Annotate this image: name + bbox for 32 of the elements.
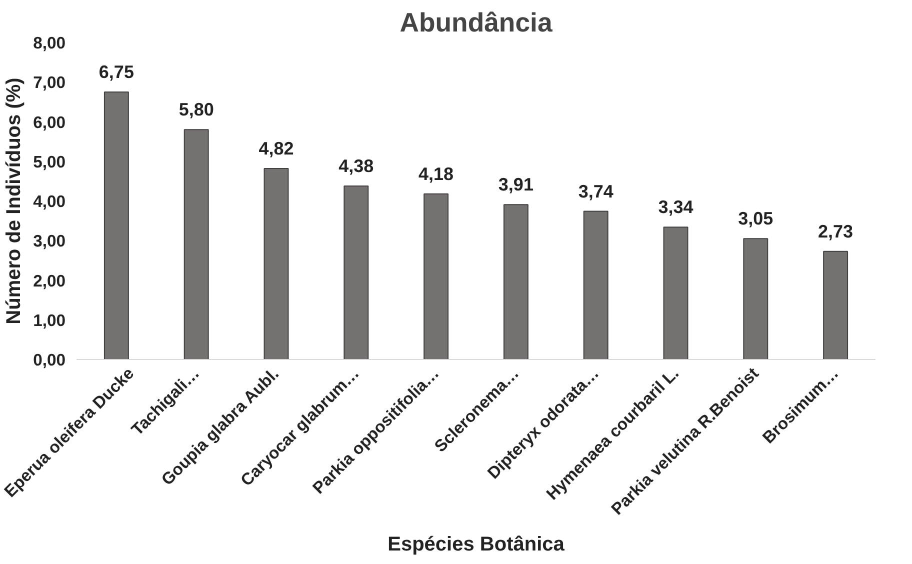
y-tick-label: 2,00 [33, 271, 66, 290]
data-label: 3,34 [658, 197, 694, 218]
bar [823, 250, 848, 360]
bar [503, 204, 528, 360]
data-label: 4,82 [258, 138, 294, 159]
y-tick-label: 3,00 [33, 232, 66, 251]
bar [424, 193, 449, 360]
bar [104, 92, 129, 360]
bar [184, 129, 209, 360]
y-tick-label: 7,00 [33, 73, 66, 92]
data-label: 6,75 [98, 62, 134, 82]
bar [663, 226, 688, 360]
data-label: 5,80 [178, 100, 214, 120]
bar [743, 238, 768, 360]
data-label: 3,91 [498, 174, 534, 195]
bar [583, 210, 608, 360]
y-tick-label: 4,00 [33, 192, 66, 211]
y-tick-label: 1,00 [33, 310, 66, 330]
bar [344, 185, 369, 360]
data-label: 4,18 [418, 164, 454, 184]
chart-title: Abundância [400, 8, 552, 38]
x-axis-title: Espécies Botânica [388, 533, 566, 556]
data-label: 3,05 [738, 208, 774, 229]
data-label: 3,74 [578, 181, 614, 202]
bar [264, 168, 289, 360]
y-tick-label: 8,00 [33, 34, 66, 52]
data-label: 4,38 [338, 156, 374, 176]
y-tick-label: 5,00 [33, 152, 66, 172]
y-axis-title: Número de Indivíduos (%) [3, 78, 26, 324]
y-tick-label: 0,00 [33, 350, 66, 370]
data-label: 2,73 [818, 221, 854, 242]
y-tick-label: 6,00 [33, 112, 66, 132]
